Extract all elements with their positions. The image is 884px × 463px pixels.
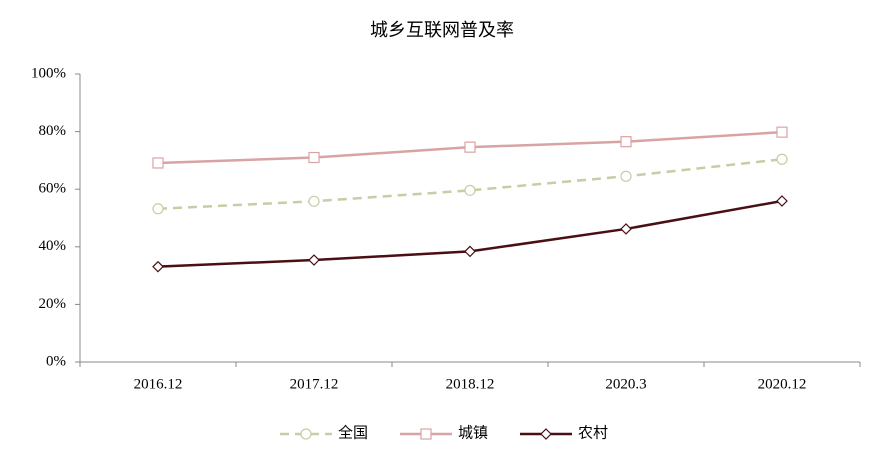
- marker: [308, 254, 320, 266]
- legend-label: 城镇: [458, 424, 488, 441]
- marker: [776, 153, 788, 165]
- marker: [464, 184, 476, 196]
- y-tick-label: 40%: [39, 238, 67, 254]
- marker: [620, 136, 632, 148]
- x-tick-label: 2017.12: [290, 376, 339, 392]
- marker: [152, 203, 164, 215]
- y-tick-label: 0%: [46, 353, 66, 369]
- marker: [308, 195, 320, 207]
- marker: [308, 151, 320, 164]
- legend-label: 全国: [338, 423, 368, 441]
- x-tick-label: 2018.12: [446, 376, 495, 392]
- marker: [776, 126, 788, 138]
- chart-title: 城乡互联网普及率: [370, 20, 514, 40]
- marker: [776, 195, 788, 207]
- legend-marker: [540, 428, 552, 440]
- legend-marker: [300, 428, 312, 440]
- x-tick-label: 2020.3: [605, 376, 646, 392]
- y-tick-label: 80%: [39, 123, 67, 139]
- legend-marker: [420, 428, 432, 440]
- legend-label: 农村: [578, 424, 608, 441]
- marker: [620, 223, 632, 235]
- x-tick-label: 2020.12: [758, 376, 807, 392]
- line: [157, 158, 783, 211]
- marker: [464, 245, 476, 258]
- y-tick-label: 20%: [39, 296, 67, 312]
- marker: [620, 170, 632, 182]
- marker: [152, 260, 164, 273]
- marker: [152, 157, 164, 169]
- y-tick-label: 60%: [39, 181, 67, 197]
- x-tick-label: 2016.12: [134, 376, 183, 392]
- y-tick-label: 100%: [31, 65, 66, 81]
- marker: [464, 141, 476, 153]
